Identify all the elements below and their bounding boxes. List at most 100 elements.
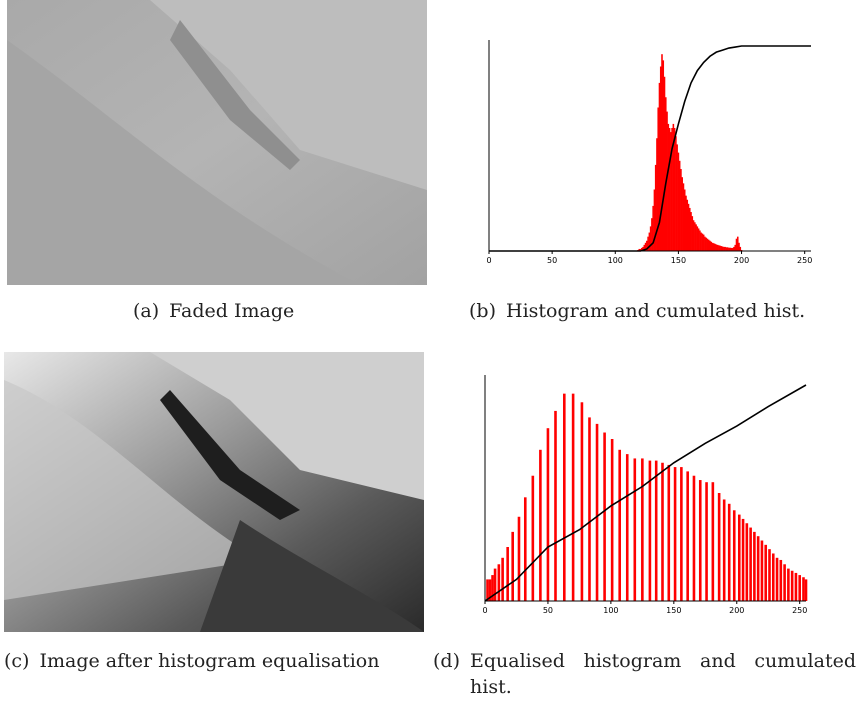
histogram-bar bbox=[685, 195, 687, 251]
cumulative-line bbox=[484, 384, 807, 602]
histogram-bar bbox=[661, 462, 664, 601]
histogram-bar bbox=[731, 247, 734, 251]
histogram-bar bbox=[705, 482, 708, 601]
histogram-bar bbox=[688, 207, 691, 251]
histogram-bar bbox=[804, 579, 808, 601]
histogram-bar bbox=[641, 458, 644, 601]
histogram-bar bbox=[633, 458, 637, 601]
histogram-bar bbox=[717, 493, 721, 601]
histogram-bar bbox=[692, 475, 696, 601]
histogram-bar bbox=[643, 244, 646, 251]
histogram-bar bbox=[718, 245, 720, 251]
histogram-bar bbox=[739, 246, 742, 251]
histogram-bar bbox=[678, 160, 681, 251]
histogram-bar bbox=[625, 454, 629, 601]
histogram-bar bbox=[729, 247, 731, 251]
histogram-bar bbox=[639, 248, 642, 251]
histogram-bar bbox=[675, 136, 677, 251]
caption-label: (d) bbox=[433, 650, 460, 672]
histogram-bar bbox=[707, 239, 710, 251]
histogram-bar bbox=[656, 138, 658, 251]
histogram-bar bbox=[783, 564, 786, 601]
histogram-bar bbox=[668, 128, 671, 251]
histogram-bar bbox=[723, 246, 725, 251]
histogram-bar bbox=[683, 189, 686, 251]
histogram-bar bbox=[681, 177, 683, 251]
histogram-bar bbox=[719, 245, 721, 251]
histogram-bar bbox=[741, 518, 745, 601]
histogram-bar bbox=[694, 222, 696, 251]
caption-text: Faded Image bbox=[169, 300, 295, 322]
histogram-bar bbox=[641, 247, 643, 251]
histogram-bar bbox=[690, 212, 692, 251]
histogram-bar bbox=[511, 531, 514, 601]
histogram-bar bbox=[686, 471, 689, 601]
histogram-bar bbox=[724, 246, 726, 251]
histogram-bar bbox=[644, 242, 647, 251]
histogram-bar bbox=[726, 247, 729, 251]
histogram-bar bbox=[716, 244, 719, 251]
histogram-bar bbox=[523, 497, 527, 601]
histogram-bar bbox=[588, 417, 591, 601]
histogram-bar bbox=[682, 183, 685, 251]
histogram-bar bbox=[704, 236, 706, 251]
histogram-bar bbox=[653, 189, 656, 251]
caption-text: Image after histogram equalisation bbox=[39, 650, 380, 672]
histogram-bar bbox=[649, 226, 652, 251]
histogram-bar bbox=[497, 564, 501, 601]
histogram-bar bbox=[738, 242, 740, 251]
histogram-bar bbox=[646, 240, 648, 251]
histogram-bar bbox=[506, 547, 509, 601]
histogram-bar bbox=[695, 224, 697, 251]
histogram-bar bbox=[721, 246, 724, 251]
histogram-bar bbox=[727, 503, 731, 601]
caption-text: Histogram and cumulated hist. bbox=[506, 300, 806, 322]
histogram-bar bbox=[732, 510, 736, 601]
histogram-bar bbox=[706, 238, 709, 251]
histogram-bar bbox=[667, 123, 670, 251]
histogram-bar bbox=[787, 568, 790, 601]
histogram-bar bbox=[730, 247, 733, 251]
histogram-bar bbox=[595, 423, 599, 601]
histogram-bar bbox=[734, 244, 737, 251]
histogram-bar bbox=[663, 76, 666, 251]
histogram-bar bbox=[768, 549, 771, 601]
histogram-bar bbox=[698, 480, 702, 601]
histogram-bar bbox=[580, 402, 584, 601]
histogram-bar bbox=[687, 203, 690, 251]
histogram-bar bbox=[699, 230, 701, 251]
histogram-bar bbox=[563, 393, 566, 601]
histogram-bar bbox=[671, 128, 673, 251]
x-tick-label: 50 bbox=[543, 606, 553, 615]
histogram-bar bbox=[603, 432, 606, 601]
faded-image bbox=[7, 0, 427, 285]
histogram-bar bbox=[720, 246, 723, 251]
histogram-bar bbox=[677, 152, 680, 251]
equalised-image bbox=[4, 352, 424, 632]
histogram-bar bbox=[670, 132, 672, 251]
histogram-bar bbox=[659, 66, 662, 251]
histogram-bar bbox=[673, 128, 676, 251]
histogram-bar bbox=[745, 523, 749, 601]
histogram-bar bbox=[715, 244, 718, 251]
histogram-bar bbox=[756, 536, 760, 601]
x-tick-label: 0 bbox=[482, 606, 487, 615]
histogram-bar bbox=[701, 233, 704, 251]
x-tick-label: 200 bbox=[734, 256, 749, 265]
cumulative-line bbox=[489, 45, 811, 252]
histogram-bar bbox=[705, 237, 707, 251]
histogram-bar bbox=[753, 531, 756, 601]
x-tick-label: 150 bbox=[671, 256, 686, 265]
histogram-bar bbox=[651, 218, 653, 251]
histogram-bar bbox=[610, 439, 614, 601]
x-tick-label: 250 bbox=[792, 606, 807, 615]
x-tick-label: 0 bbox=[486, 256, 491, 265]
histogram-bar bbox=[539, 449, 542, 601]
histogram-bar bbox=[709, 240, 711, 251]
histogram-bar bbox=[666, 111, 668, 251]
histogram-bar bbox=[700, 232, 702, 251]
histogram-bar bbox=[665, 97, 667, 251]
histogram-bar bbox=[531, 475, 535, 601]
histogram-bar bbox=[735, 238, 738, 251]
